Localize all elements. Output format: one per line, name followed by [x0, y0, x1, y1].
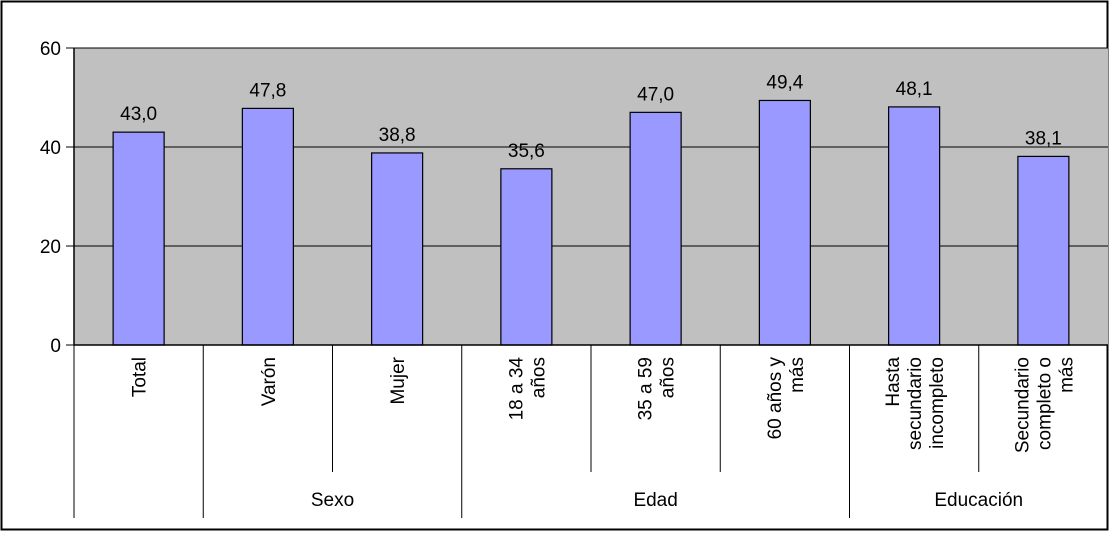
data-label: 43,0: [120, 104, 157, 125]
bar: [112, 131, 165, 346]
data-label: 49,4: [766, 72, 803, 93]
data-labels: 43,0 47,8 38,8 35,6 47,0 49,4 48,1 38,1: [120, 72, 1062, 161]
group-label: Sexo: [311, 490, 354, 511]
y-tick-label: 20: [40, 237, 61, 258]
category-label: años: [528, 357, 549, 398]
bars: [112, 99, 1070, 346]
group-label: Educación: [934, 490, 1023, 511]
category-label: Mujer: [388, 356, 409, 404]
bar: [500, 168, 553, 346]
y-tick-label: 40: [40, 138, 61, 159]
y-tick-label: 60: [40, 39, 61, 60]
category-label: 18 a 34: [506, 357, 527, 421]
category-label: Total: [130, 357, 151, 397]
data-label: 48,1: [896, 79, 933, 100]
category-label: años: [658, 357, 679, 398]
category-labels: Total Varón Mujer 18 a 34 años 35 a 59 años 60 …: [130, 356, 1078, 453]
group-labels: Sexo Edad Educación: [73, 345, 1109, 518]
category-label: más: [787, 357, 808, 393]
bar: [888, 106, 941, 346]
category-label: incompleto: [927, 357, 948, 449]
category-label: completo o: [1034, 357, 1055, 450]
bar: [758, 99, 811, 346]
data-label: 47,0: [637, 84, 674, 105]
bar: [1017, 155, 1070, 346]
category-label: 35 a 59: [636, 357, 657, 420]
plot-area: [74, 48, 1108, 345]
y-tick-label: 0: [50, 336, 61, 357]
category-label: Varón: [259, 357, 280, 406]
bar: [371, 152, 424, 346]
category-label: secundario: [905, 357, 926, 450]
category-label: más: [1056, 357, 1077, 393]
group-label: Edad: [633, 490, 677, 511]
data-label: 38,1: [1025, 128, 1062, 149]
data-label: 38,8: [379, 125, 416, 146]
category-label: Hasta: [883, 357, 904, 407]
bar: [241, 107, 294, 346]
data-label: 47,8: [249, 80, 286, 101]
category-label: 60 años y: [765, 357, 786, 440]
bar: [629, 111, 682, 346]
data-label: 35,6: [508, 141, 545, 162]
category-label: Secundario: [1012, 357, 1033, 453]
